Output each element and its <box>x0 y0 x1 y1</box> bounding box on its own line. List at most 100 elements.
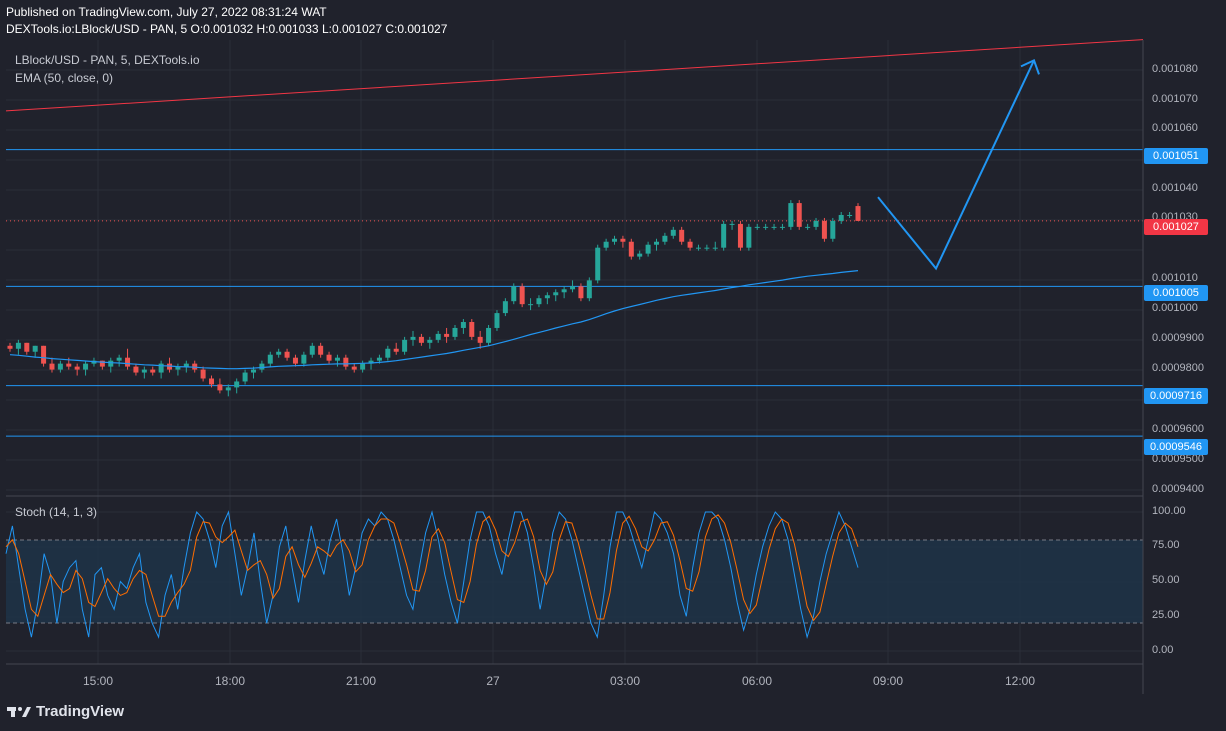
candle-body <box>334 357 340 361</box>
candle-body <box>838 214 844 221</box>
candle-body <box>259 363 265 370</box>
candle-body <box>746 226 752 248</box>
candle-body <box>570 286 576 290</box>
candle-body <box>32 345 38 352</box>
candle-body <box>343 357 349 367</box>
candle-body <box>250 369 256 373</box>
published-header: Published on TradingView.com, July 27, 2… <box>6 5 327 19</box>
candle-body <box>830 220 836 239</box>
stoch-band-fill <box>6 540 1143 623</box>
candle-body <box>150 369 156 373</box>
tradingview-logo[interactable]: TradingView <box>7 703 124 720</box>
stoch-tick: 100.00 <box>1152 505 1186 517</box>
candle-body <box>855 206 861 221</box>
brand-name: TradingView <box>36 703 125 720</box>
candle-body <box>477 336 483 343</box>
candle-body <box>376 357 382 361</box>
candle-body <box>57 363 63 370</box>
trend-line[interactable] <box>5 39 1144 112</box>
candle-body <box>779 226 785 228</box>
candle-body <box>276 351 282 355</box>
x-tick: 03:00 <box>609 674 641 688</box>
candle-body <box>351 366 357 370</box>
candle-body <box>167 363 173 370</box>
ema-line <box>9 270 859 370</box>
candle-body <box>578 286 584 299</box>
candle-body <box>427 339 433 343</box>
stoch-tick: 50.00 <box>1152 574 1180 586</box>
candle-body <box>242 372 248 382</box>
candle-body <box>83 363 89 370</box>
candle-body <box>175 366 181 370</box>
candle-body <box>200 369 206 379</box>
candle-body <box>418 336 424 343</box>
candle-body <box>502 301 508 314</box>
x-tick: 21:00 <box>345 674 377 688</box>
y-tick: 0.0009800 <box>1152 362 1204 374</box>
y-tick: 0.001060 <box>1152 122 1198 134</box>
price-label-resistance[interactable]: 0.001051 <box>1144 148 1208 164</box>
candle-body <box>66 363 72 367</box>
candle-body <box>368 360 374 364</box>
projection-path <box>877 59 1035 271</box>
candle-body <box>796 203 802 227</box>
price-label-support-2[interactable]: 0.0009716 <box>1144 388 1208 404</box>
candle-body <box>544 295 550 299</box>
ohlc-header: DEXTools.io:LBlock/USD - PAN, 5 O:0.0010… <box>6 22 448 36</box>
candle-body <box>528 304 534 306</box>
candle-body <box>763 226 769 228</box>
candle-body <box>49 363 55 370</box>
ema-legend[interactable]: EMA (50, close, 0) <box>15 71 114 85</box>
candle-body <box>74 366 80 370</box>
candle-body <box>99 360 105 367</box>
candle-body <box>494 313 500 328</box>
candle-body <box>469 322 475 337</box>
candle-body <box>393 348 399 352</box>
candle-body <box>704 247 710 249</box>
candle-body <box>628 241 634 257</box>
candle-body <box>234 381 240 388</box>
candle-body <box>519 286 525 305</box>
candles <box>7 200 861 397</box>
candle-body <box>847 214 853 216</box>
candle-body <box>183 363 189 367</box>
candle-body <box>402 339 408 352</box>
candle-body <box>309 345 315 355</box>
candle-body <box>141 369 147 373</box>
x-tick: 15:00 <box>82 674 114 688</box>
candle-body <box>284 351 290 358</box>
x-tick: 18:00 <box>214 674 246 688</box>
candle-body <box>385 348 391 358</box>
candle-body <box>41 345 47 364</box>
candle-body <box>536 298 542 305</box>
y-tick: 0.001040 <box>1152 182 1198 194</box>
candle-body <box>813 220 819 227</box>
candle-body <box>410 336 416 340</box>
candle-body <box>108 360 114 367</box>
candle-body <box>595 247 601 281</box>
candle-body <box>586 280 592 299</box>
stoch-d-line <box>5 514 859 622</box>
price-label-support-3[interactable]: 0.0009546 <box>1144 439 1208 455</box>
candle-body <box>452 327 458 337</box>
projection-arrow[interactable] <box>877 59 1040 271</box>
candle-body <box>821 220 827 239</box>
candle-body <box>653 241 659 245</box>
candle-body <box>15 342 21 349</box>
price-label-support-1[interactable]: 0.001005 <box>1144 285 1208 301</box>
candle-body <box>729 223 735 225</box>
candle-body <box>637 253 643 257</box>
candle-body <box>460 322 466 328</box>
candle-body <box>737 223 743 248</box>
candle-body <box>612 238 618 242</box>
candle-body <box>712 247 718 249</box>
candle-body <box>662 235 668 242</box>
x-tick: 12:00 <box>1004 674 1036 688</box>
y-tick: 0.0009400 <box>1152 483 1204 495</box>
candle-body <box>553 292 559 296</box>
symbol-legend[interactable]: LBlock/USD - PAN, 5, DEXTools.io <box>15 53 200 67</box>
stoch-legend[interactable]: Stoch (14, 1, 3) <box>15 505 98 519</box>
price-label-current[interactable]: 0.001027 <box>1144 219 1208 235</box>
y-tick: 0.0009500 <box>1152 453 1204 465</box>
